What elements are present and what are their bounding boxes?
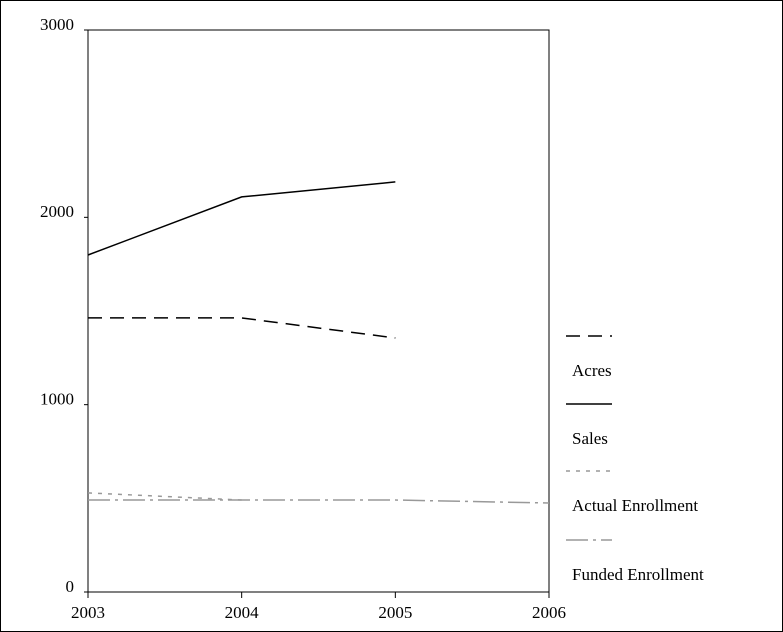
series-line — [87, 181, 396, 256]
series-line — [88, 317, 396, 339]
y-tick-label: 2000 — [40, 202, 74, 221]
y-tick-label: 0 — [66, 577, 75, 596]
legend-label: Funded Enrollment — [572, 565, 704, 584]
y-tick-label: 3000 — [40, 15, 74, 34]
x-tick-label: 2003 — [71, 603, 105, 622]
x-tick-label: 2004 — [225, 603, 260, 622]
legend-label: Sales — [572, 429, 608, 448]
legend-label: Acres — [572, 361, 612, 380]
x-tick-label: 2005 — [378, 603, 412, 622]
y-tick-label: 1000 — [40, 390, 74, 409]
x-tick-label: 2006 — [532, 603, 566, 622]
legend-label: Actual Enrollment — [572, 496, 698, 515]
series-line — [88, 499, 550, 504]
plot-area — [87, 29, 550, 593]
